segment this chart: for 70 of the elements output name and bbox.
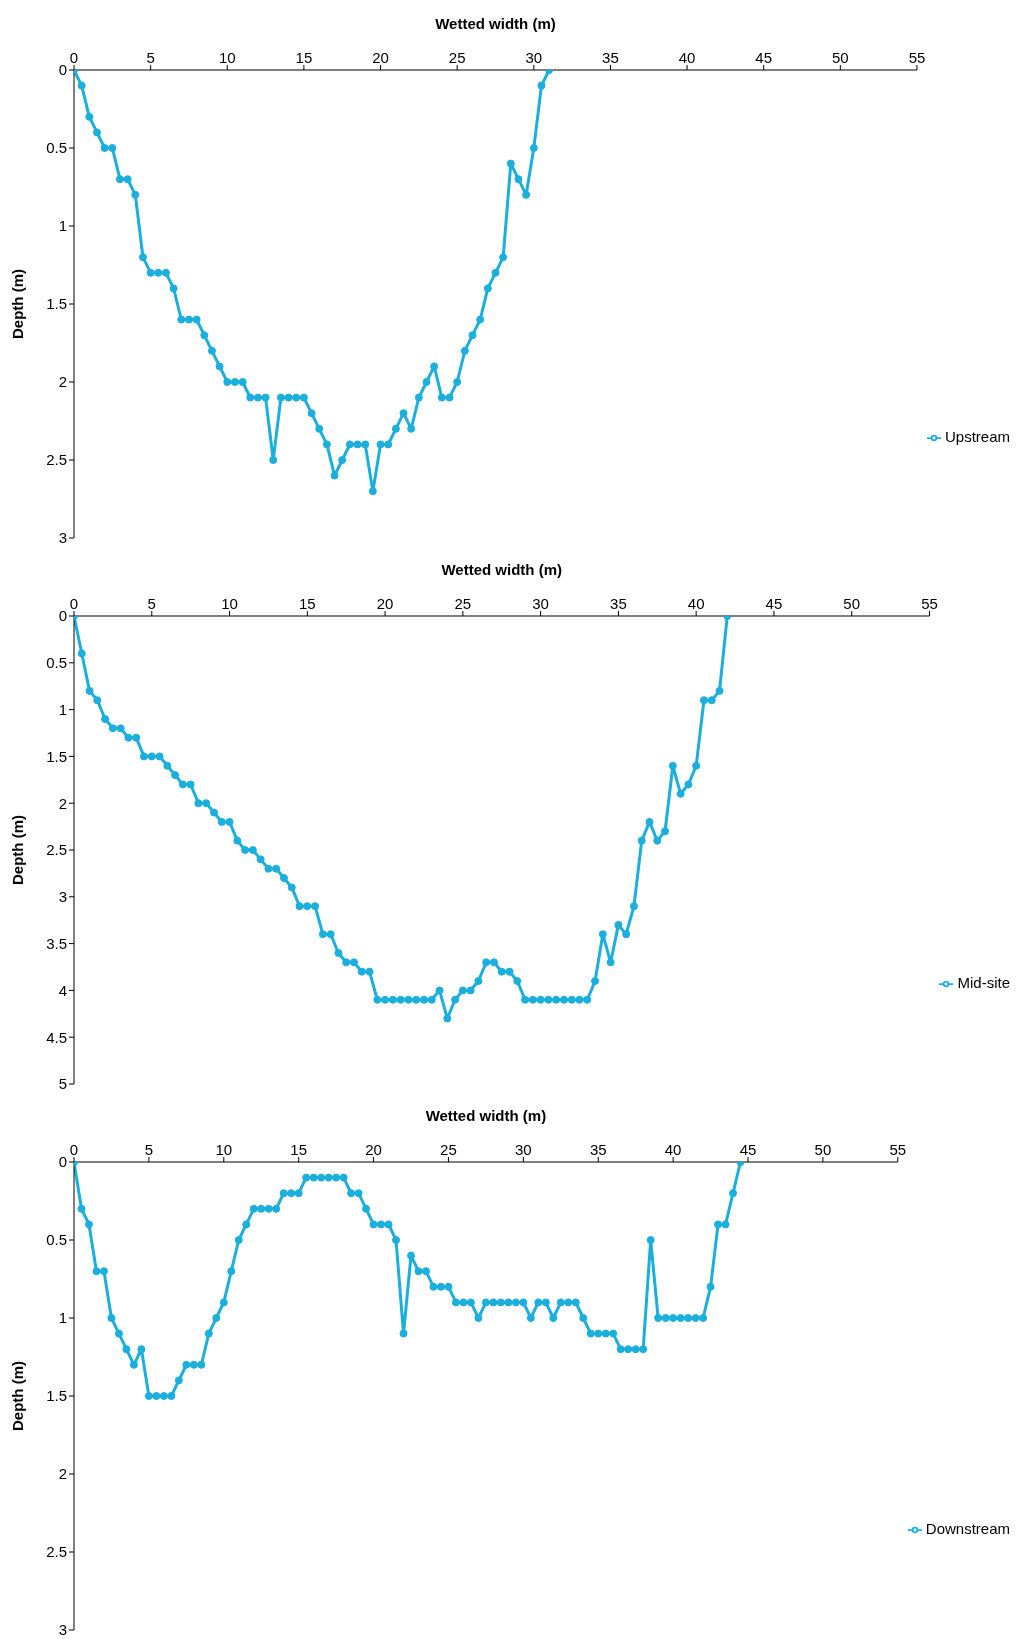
y-tick-label: 1 <box>58 1309 67 1327</box>
x-tick-label: 55 <box>908 49 926 66</box>
y-tick-label: 2.5 <box>46 841 67 859</box>
x-tick-label: 15 <box>290 1141 308 1158</box>
y-tick-label: 4 <box>58 981 67 999</box>
y-tick-label: 2 <box>58 1465 67 1483</box>
x-tick-label: 25 <box>454 595 472 612</box>
x-tick-label: 5 <box>146 49 155 66</box>
y-tick-label: 2.5 <box>46 451 67 469</box>
y-tick-label: 0.5 <box>46 1231 67 1249</box>
y-tick-label: 0 <box>58 1153 67 1171</box>
x-axis-title: Wetted width (m) <box>435 14 556 32</box>
x-tick-label: 30 <box>515 1141 532 1158</box>
y-tick-label: 0 <box>58 61 67 79</box>
x-tick-label: 55 <box>889 1141 907 1158</box>
x-tick-label: 20 <box>376 595 394 612</box>
legend-label: Upstream <box>944 428 1010 445</box>
x-tick-label: 30 <box>525 49 543 66</box>
x-tick-label: 15 <box>298 595 316 612</box>
y-tick-label: 1 <box>58 217 67 235</box>
x-tick-label: 50 <box>831 49 849 66</box>
y-tick-label: 3 <box>58 529 67 547</box>
x-tick-label: 35 <box>589 1141 607 1158</box>
y-tick-label: 1.5 <box>46 295 67 313</box>
x-tick-label: 40 <box>678 49 696 66</box>
x-tick-label: 35 <box>610 595 627 612</box>
x-tick-label: 30 <box>532 595 549 612</box>
y-tick-label: 4.5 <box>46 1028 67 1046</box>
x-axis-title: Wetted width (m) <box>425 1106 547 1124</box>
x-tick-label: 25 <box>440 1141 457 1158</box>
x-tick-label: 50 <box>814 1141 832 1158</box>
y-tick-label: 1 <box>58 700 67 718</box>
x-tick-label: 15 <box>295 49 313 66</box>
y-axis-title: Depth (m) <box>9 815 27 885</box>
y-tick-label: 0.5 <box>46 139 67 157</box>
x-tick-label: 45 <box>739 1141 757 1158</box>
y-tick-label: 1.5 <box>46 1387 67 1405</box>
x-tick-label: 0 <box>69 49 79 66</box>
y-tick-label: 0.5 <box>46 654 67 672</box>
y-tick-label: 3 <box>58 1621 67 1639</box>
x-tick-label: 5 <box>144 1141 154 1158</box>
y-tick-label: 3 <box>58 888 67 906</box>
y-tick-label: 2.5 <box>46 1543 67 1561</box>
x-tick-label: 25 <box>448 49 466 66</box>
y-tick-label: 5 <box>58 1075 67 1093</box>
x-tick-label: 0 <box>69 1141 79 1158</box>
x-tick-label: 10 <box>221 595 238 612</box>
y-axis-title: Depth (m) <box>9 269 27 339</box>
y-tick-label: 2 <box>58 373 67 391</box>
legend-label: Mid-site <box>957 974 1010 991</box>
y-tick-label: 2 <box>58 794 67 812</box>
x-tick-label: 20 <box>372 49 389 66</box>
x-tick-label: 45 <box>755 49 773 66</box>
legend-label: Downstream <box>925 1520 1010 1537</box>
x-tick-label: 10 <box>215 1141 233 1158</box>
x-tick-label: 35 <box>602 49 619 66</box>
x-tick-label: 40 <box>687 595 705 612</box>
x-tick-label: 45 <box>765 595 783 612</box>
x-tick-label: 0 <box>69 595 79 612</box>
y-tick-label: 0 <box>58 607 67 625</box>
x-axis-title: Wetted width (m) <box>441 560 563 578</box>
x-tick-label: 50 <box>843 595 861 612</box>
x-tick-label: 10 <box>218 49 236 66</box>
y-tick-label: 3.5 <box>46 934 67 952</box>
x-tick-label: 5 <box>147 595 156 612</box>
x-tick-label: 40 <box>664 1141 682 1158</box>
y-tick-label: 1.5 <box>46 747 67 765</box>
x-tick-label: 20 <box>365 1141 382 1158</box>
x-tick-label: 55 <box>921 595 938 612</box>
y-axis-title: Depth (m) <box>9 1361 27 1431</box>
